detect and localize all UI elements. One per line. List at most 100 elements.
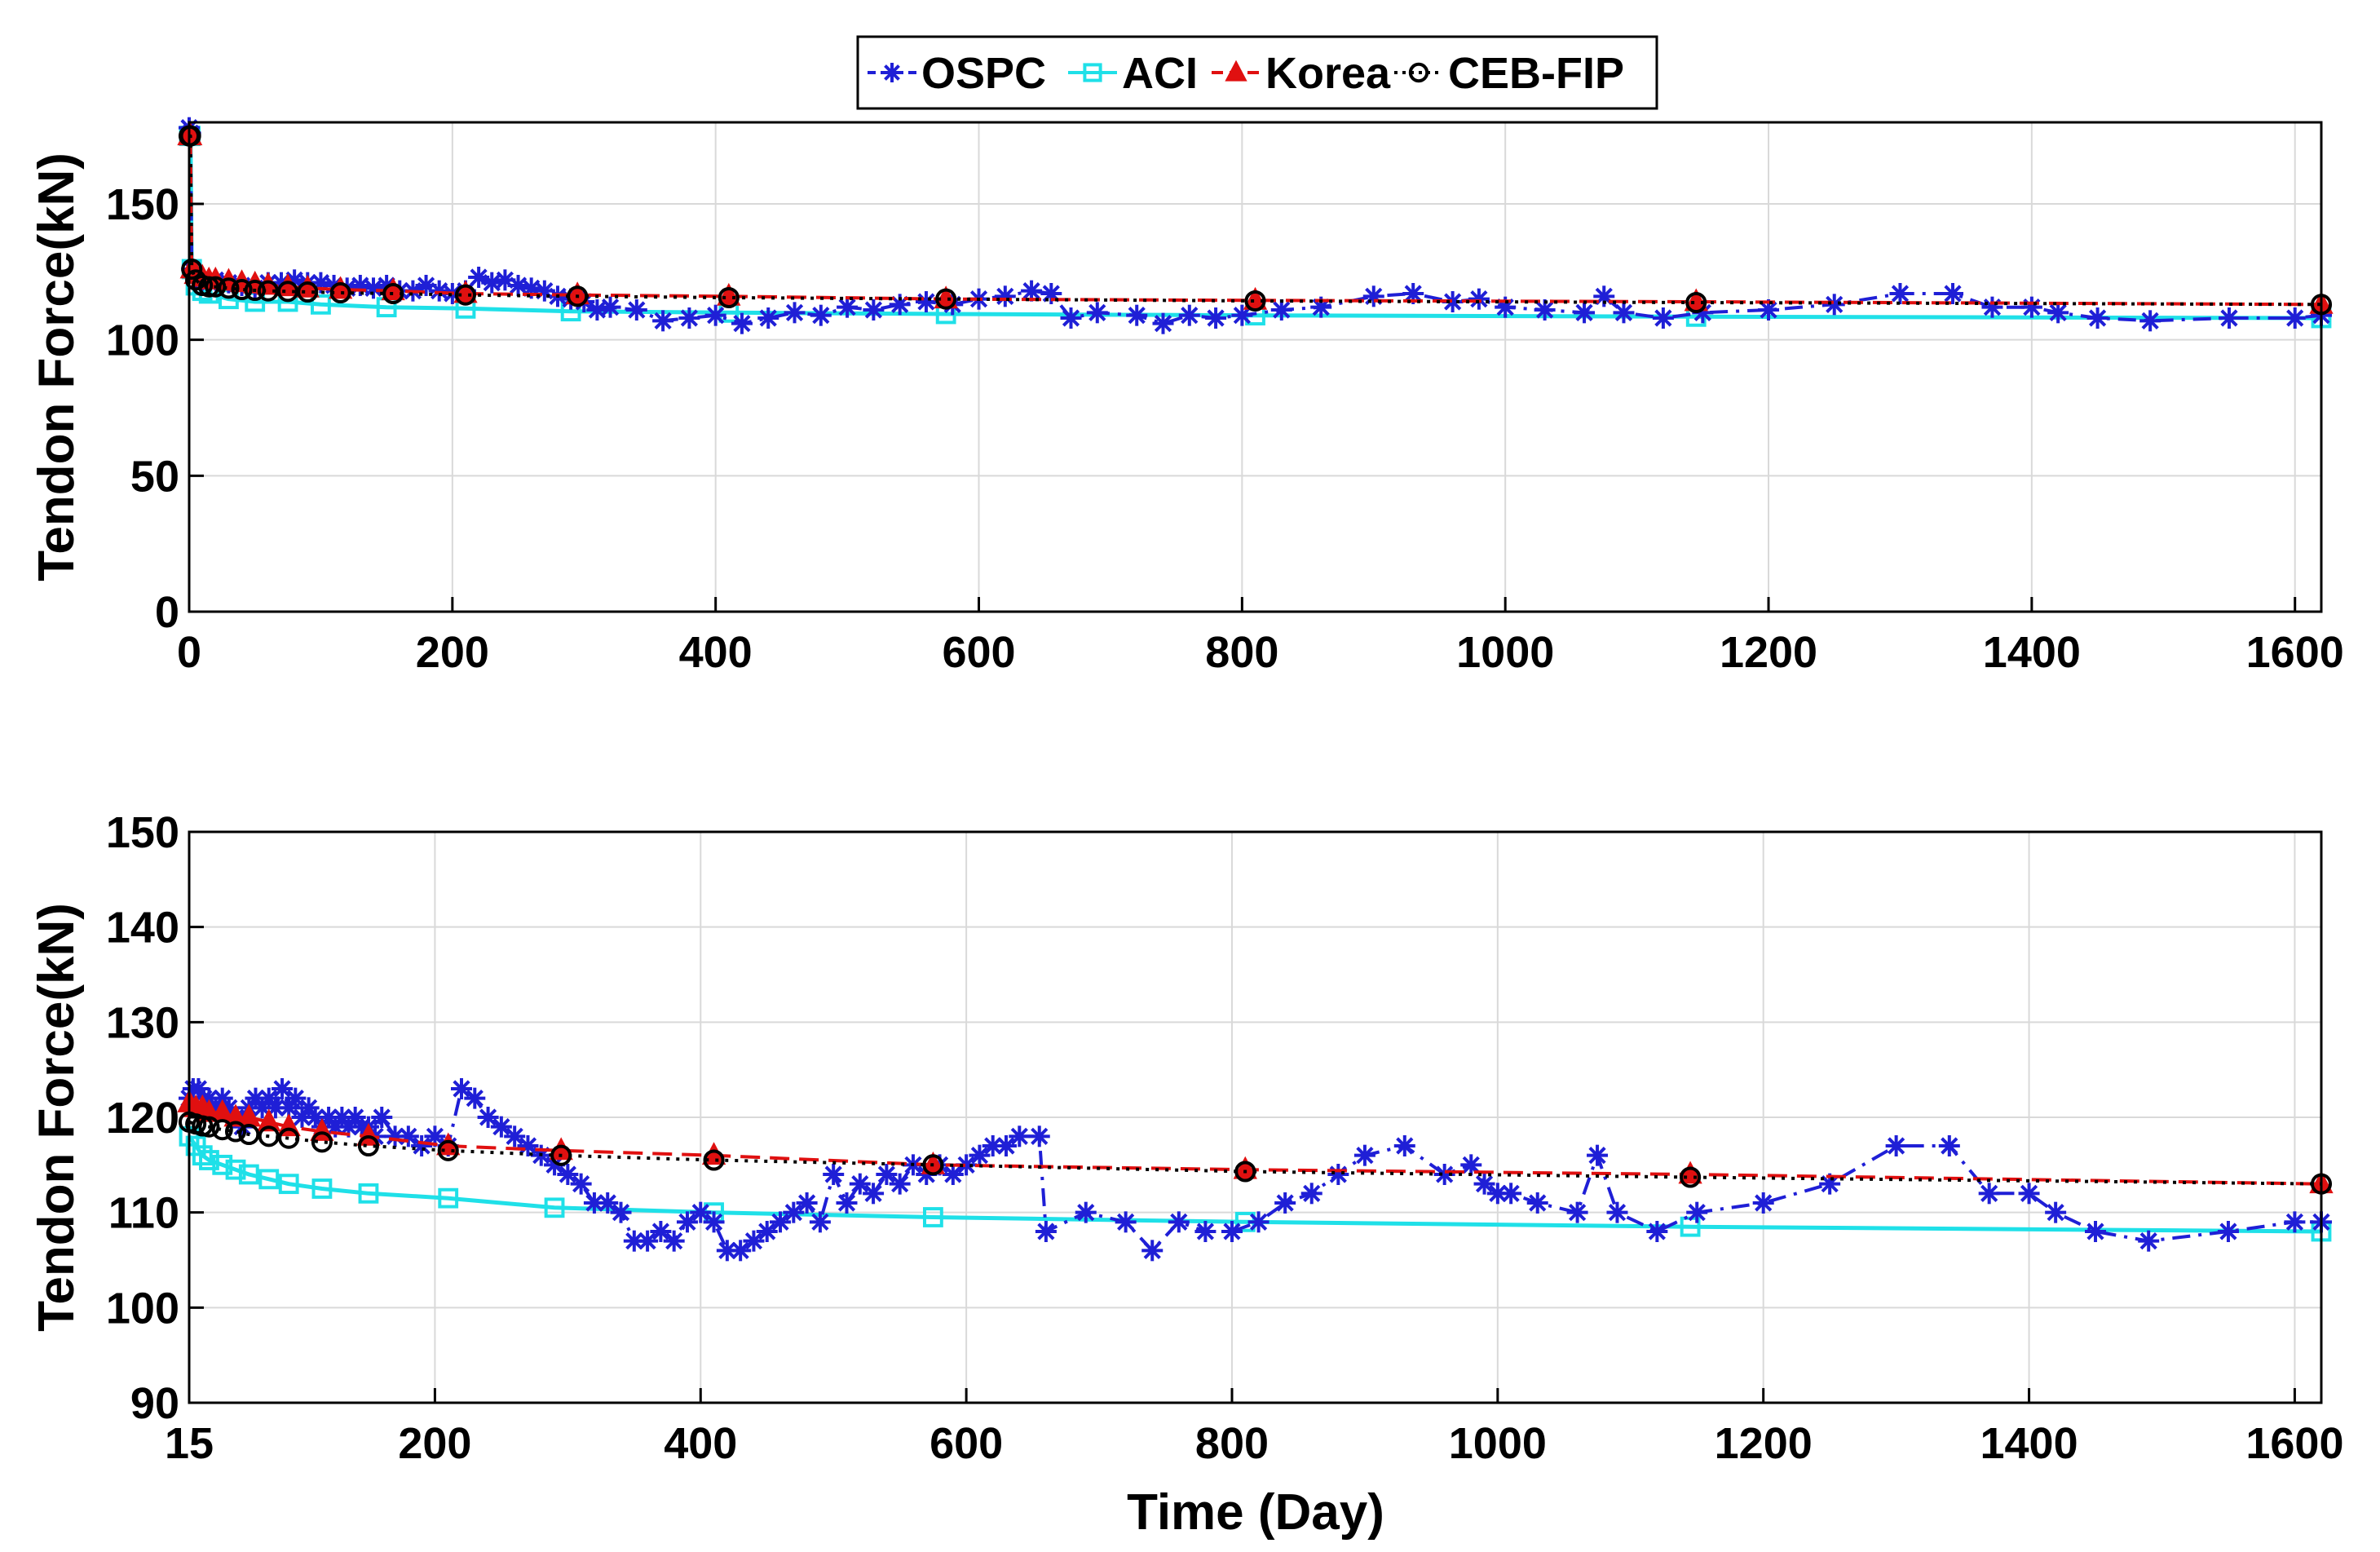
x-tick-label: 200 [398, 1419, 471, 1468]
data-point-aci [225, 1159, 246, 1180]
data-point-ospc [915, 291, 937, 312]
data-point-ospc [2020, 296, 2042, 318]
data-point-ospc [1613, 302, 1635, 324]
x-tick-label: 1000 [1456, 628, 1554, 677]
legend-marker-icon [1083, 63, 1102, 82]
data-point-ospc [1327, 1164, 1349, 1185]
data-point-ceb-fip [718, 286, 740, 309]
x-tick-label: 400 [679, 628, 753, 677]
data-point-ospc [2085, 1221, 2107, 1242]
data-point-ospc [1270, 299, 1292, 321]
data-point-ospc [490, 1116, 512, 1138]
data-point-ospc [837, 296, 859, 318]
data-point-ceb-fip [198, 1116, 220, 1138]
data-point-ospc [272, 1078, 294, 1099]
data-point-ceb-fip [258, 1125, 280, 1147]
data-point-aci [212, 1154, 233, 1175]
data-point-ceb-fip [357, 1134, 380, 1157]
data-point-ceb-fip [550, 1144, 572, 1166]
bottom-plot: 15 200 400 600 800 1000 1200 1400 1600 90 100 110 12… [29, 808, 2343, 1541]
data-point-ospc [1574, 302, 1596, 324]
x-tick-label: 1200 [1720, 628, 1817, 677]
x-tick-label: 800 [1195, 1419, 1269, 1468]
data-point-ospc [678, 307, 700, 329]
data-point-ceb-fip [231, 278, 253, 301]
data-point-ospc [2284, 1211, 2306, 1233]
data-point-ospc [889, 1173, 911, 1195]
legend-label: OSPC [921, 49, 1046, 98]
data-point-aci [258, 1169, 280, 1190]
data-point-ospc [1141, 1240, 1164, 1262]
data-point-ospc [2284, 307, 2306, 329]
data-point-ospc [1393, 1135, 1415, 1156]
data-point-ospc [1300, 1183, 1322, 1205]
data-point-ospc [756, 1221, 778, 1242]
data-point-ospc [663, 1230, 685, 1252]
data-point-ospc [770, 1211, 792, 1233]
data-point-ospc [956, 1154, 978, 1176]
x-tick-label: 1600 [2246, 628, 2344, 677]
x-tick-label: 800 [1205, 628, 1278, 677]
y-tick-label: 140 [106, 904, 179, 953]
data-point-ceb-fip [244, 279, 266, 302]
data-point-ceb-fip [329, 281, 351, 304]
data-point-ospc [1168, 1211, 1190, 1233]
data-point-ospc [703, 1211, 725, 1233]
x-tick-label: 600 [929, 1419, 1003, 1468]
data-point-ospc [810, 304, 832, 326]
data-point-ospc [650, 1221, 672, 1242]
data-point-aci [922, 1207, 943, 1227]
legend-label: Korea [1265, 49, 1391, 98]
data-point-ceb-fip [1234, 1161, 1256, 1183]
legend-item-ceb-fip: CEB-FIP [1394, 49, 1624, 98]
x-tick-label: 0 [177, 628, 201, 677]
data-point-ceb-fip [935, 288, 957, 310]
data-point-korea [328, 276, 353, 299]
data-point-ospc [1075, 1201, 1097, 1223]
data-point-ospc [836, 1192, 858, 1214]
data-point-korea [257, 1108, 281, 1132]
data-point-ospc [1028, 1125, 1050, 1147]
y-tick-label: 150 [106, 808, 179, 857]
data-point-ceb-fip [211, 1119, 233, 1141]
data-point-ospc [757, 307, 779, 329]
data-point-aci [544, 1197, 565, 1218]
x-tick-label: 600 [942, 628, 1015, 677]
data-point-ospc [610, 1201, 632, 1223]
data-point-ospc [1274, 1192, 1296, 1214]
bottom-plot-series [177, 1078, 2334, 1262]
data-point-ospc [597, 1192, 619, 1214]
data-point-ceb-fip [382, 282, 404, 305]
bottom-plot-ylabel: Tendon Force(kN) [29, 903, 85, 1332]
data-point-ospc [942, 1164, 964, 1185]
data-point-ceb-fip [238, 1123, 260, 1146]
legend-item-aci: ACI [1068, 49, 1198, 98]
x-tick-label: 15 [165, 1419, 214, 1468]
data-point-ospc [586, 299, 608, 321]
data-point-ospc [2018, 1183, 2040, 1205]
legend-label: ACI [1122, 49, 1198, 98]
data-point-aci [238, 1164, 259, 1185]
series-line-korea [188, 1101, 2322, 1186]
data-point-korea [381, 277, 405, 301]
data-point-ospc [428, 280, 450, 302]
data-point-aci [192, 1145, 213, 1166]
data-point-ospc [676, 1211, 698, 1233]
data-point-ospc [863, 299, 885, 321]
y-tick-label: 50 [130, 452, 179, 501]
legend-marker-icon [1225, 60, 1247, 82]
data-point-ospc [809, 1211, 831, 1233]
data-point-ospc [557, 1164, 579, 1185]
data-point-ceb-fip [198, 276, 220, 298]
data-point-ospc [876, 1164, 898, 1185]
data-point-ospc [1460, 1154, 1482, 1176]
y-tick-label: 150 [106, 180, 179, 229]
data-point-ospc [1009, 1125, 1031, 1147]
data-point-ospc [411, 1135, 433, 1156]
data-point-ospc [1587, 1144, 1609, 1166]
data-point-ospc [2045, 1201, 2067, 1223]
data-point-aci [311, 294, 331, 315]
bottom-plot-ticks: 15 200 400 600 800 1000 1200 1400 1600 90 100 110 12… [106, 808, 2344, 1468]
data-point-ospc [784, 302, 806, 324]
x-tick-label: 1400 [1980, 1419, 2078, 1468]
